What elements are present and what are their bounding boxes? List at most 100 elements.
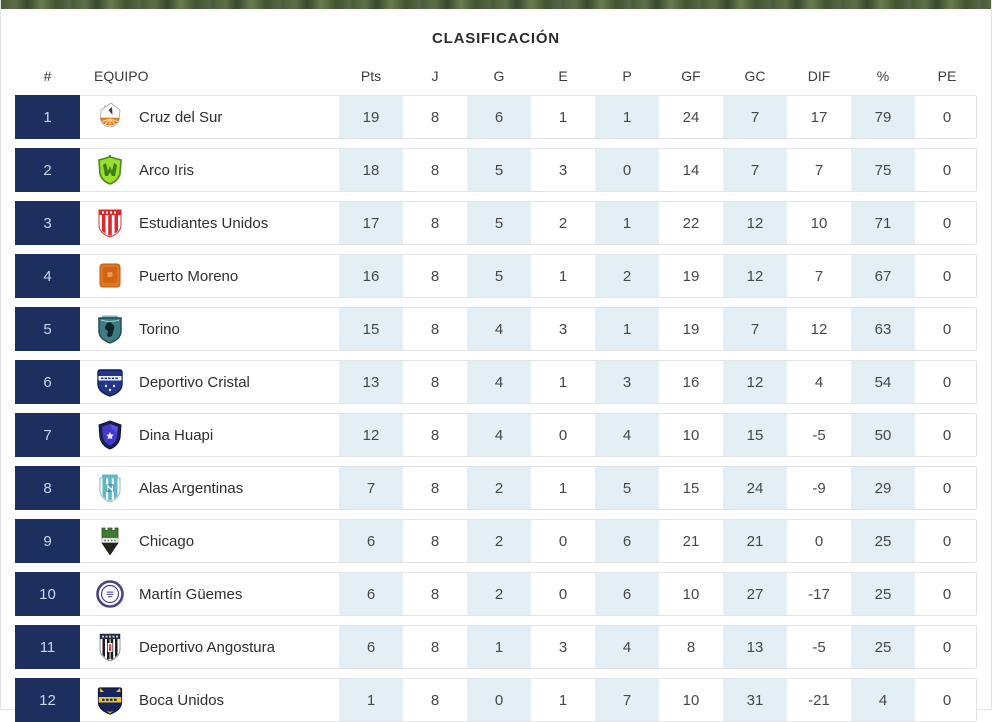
- stat-cell: 8: [430, 691, 440, 709]
- stat-cell: 25: [851, 573, 915, 615]
- rank-cell: 1: [15, 95, 80, 139]
- team-cell: Torino: [80, 308, 339, 350]
- stat-cell: 1: [595, 202, 659, 244]
- header-pts: Pts: [360, 68, 382, 84]
- table-row: 11 Deportivo Angostura 6 8 1 3 4 8 13 -5 25 0: [15, 625, 977, 669]
- team-name: Estudiantes Unidos: [139, 214, 269, 232]
- torino-badge: [94, 313, 126, 345]
- team-name: Boca Unidos: [139, 691, 225, 709]
- stat-cell: 13: [339, 361, 403, 403]
- stat-cell: 7: [723, 96, 787, 138]
- stat-cell: 8: [430, 320, 440, 338]
- rank-cell: 8: [15, 466, 80, 510]
- stat-cell: 7: [595, 679, 659, 721]
- stat-cell: 8: [430, 267, 440, 285]
- stat-cell: 0: [942, 426, 952, 444]
- rank-cell: 3: [15, 201, 80, 245]
- stat-cell: 10: [682, 585, 700, 603]
- stat-cell: 22: [682, 214, 700, 232]
- stat-cell: 0: [942, 532, 952, 550]
- estudiantes-unidos-badge: [94, 207, 126, 239]
- team-cell: Deportivo Cristal: [80, 361, 339, 403]
- team-cell: Puerto Moreno: [80, 255, 339, 297]
- stat-cell: 16: [339, 255, 403, 297]
- header-pe: PE: [937, 68, 957, 84]
- stat-cell: 17: [339, 202, 403, 244]
- stat-cell: 5: [595, 467, 659, 509]
- stat-cell: 7: [723, 308, 787, 350]
- stat-cell: 4: [595, 414, 659, 456]
- alas-argentinas-badge: [94, 472, 126, 504]
- team-name: Chicago: [139, 532, 195, 550]
- stat-cell: 8: [430, 214, 440, 232]
- stat-cell: 0: [942, 691, 952, 709]
- stat-cell: 8: [430, 373, 440, 391]
- table-row: 10 Martín Güemes 6 8 2 0 6 10 27 -17 25 0: [15, 572, 977, 616]
- stat-cell: 0: [942, 638, 952, 656]
- stat-cell: 12: [810, 320, 828, 338]
- table-row: 8 Alas Argentinas 7 8 2 1 5 15 24 -9 29 0: [15, 466, 977, 510]
- team-name: Deportivo Cristal: [139, 373, 250, 391]
- team-name: Arco Iris: [139, 161, 195, 179]
- stat-cell: 0: [558, 585, 568, 603]
- stat-cell: 29: [851, 467, 915, 509]
- stat-cell: 12: [723, 361, 787, 403]
- stat-cell: 10: [682, 691, 700, 709]
- stat-cell: 0: [467, 679, 531, 721]
- stat-cell: 3: [595, 361, 659, 403]
- cruz-del-sur-badge: [94, 101, 126, 133]
- team-name: Deportivo Angostura: [139, 638, 275, 656]
- team-cell: Estudiantes Unidos: [80, 202, 339, 244]
- rank-cell: 11: [15, 625, 80, 669]
- stat-cell: 10: [682, 426, 700, 444]
- stat-cell: 15: [723, 414, 787, 456]
- team-cell: Alas Argentinas: [80, 467, 339, 509]
- rank-cell: 12: [15, 678, 80, 722]
- stat-cells: 12 8 4 0 4 10 15 -5 50 0: [339, 414, 979, 456]
- stat-cell: 6: [339, 520, 403, 562]
- header-won: G: [493, 68, 505, 84]
- stat-cell: 2: [595, 255, 659, 297]
- stat-cell: 12: [723, 255, 787, 297]
- stat-cells: 1 8 0 1 7 10 31 -21 4 0: [339, 679, 979, 721]
- stat-cell: 27: [723, 573, 787, 615]
- stat-cell: 7: [814, 161, 824, 179]
- rank-cell: 2: [15, 148, 80, 192]
- standings-table: # EQUIPO Pts J G E P GF GC DIF % PE 1 Cr…: [1, 61, 991, 722]
- page-title: CLASIFICACIÓN: [432, 30, 560, 47]
- stat-cell: 50: [851, 414, 915, 456]
- dina-huapi-badge: [94, 419, 126, 451]
- stat-cell: 21: [723, 520, 787, 562]
- table-row: 4 Puerto Moreno 16 8 5 1 2 19 12 7 67 0: [15, 254, 977, 298]
- stat-cell: -5: [812, 638, 826, 656]
- stat-cell: 1: [595, 96, 659, 138]
- stat-cell: 5: [467, 149, 531, 191]
- arco-iris-badge: [94, 154, 126, 186]
- header-rank: #: [43, 68, 52, 84]
- stat-cell: 19: [339, 96, 403, 138]
- stat-cell: 25: [851, 520, 915, 562]
- stat-cell: 10: [810, 214, 828, 232]
- team-name: Dina Huapi: [139, 426, 214, 444]
- table-row: 7 Dina Huapi 12 8 4 0 4 10 15 -5 50 0: [15, 413, 977, 457]
- stat-cells: 7 8 2 1 5 15 24 -9 29 0: [339, 467, 979, 509]
- table-row: 9 Chicago 6 8 2 0 6 21 21 0 25 0: [15, 519, 977, 563]
- team-cell: Cruz del Sur: [80, 96, 339, 138]
- stat-cells: 17 8 5 2 1 22 12 10 71 0: [339, 202, 979, 244]
- stat-cell: 12: [723, 202, 787, 244]
- rank-cell: 10: [15, 572, 80, 616]
- stat-cell: 24: [723, 467, 787, 509]
- stat-cell: 19: [682, 267, 700, 285]
- stat-cell: 14: [682, 161, 700, 179]
- stat-cell: 7: [723, 149, 787, 191]
- rank-cell: 7: [15, 413, 80, 457]
- table-row: 6 Deportivo Cristal 13 8 4 1 3 16 12 4 54 0: [15, 360, 977, 404]
- stat-cell: 25: [851, 626, 915, 668]
- stat-cell: 79: [851, 96, 915, 138]
- header-dif: DIF: [807, 68, 831, 84]
- stat-cell: 0: [814, 532, 824, 550]
- stat-cell: 8: [686, 638, 696, 656]
- team-cell: Arco Iris: [80, 149, 339, 191]
- stat-cell: 0: [942, 161, 952, 179]
